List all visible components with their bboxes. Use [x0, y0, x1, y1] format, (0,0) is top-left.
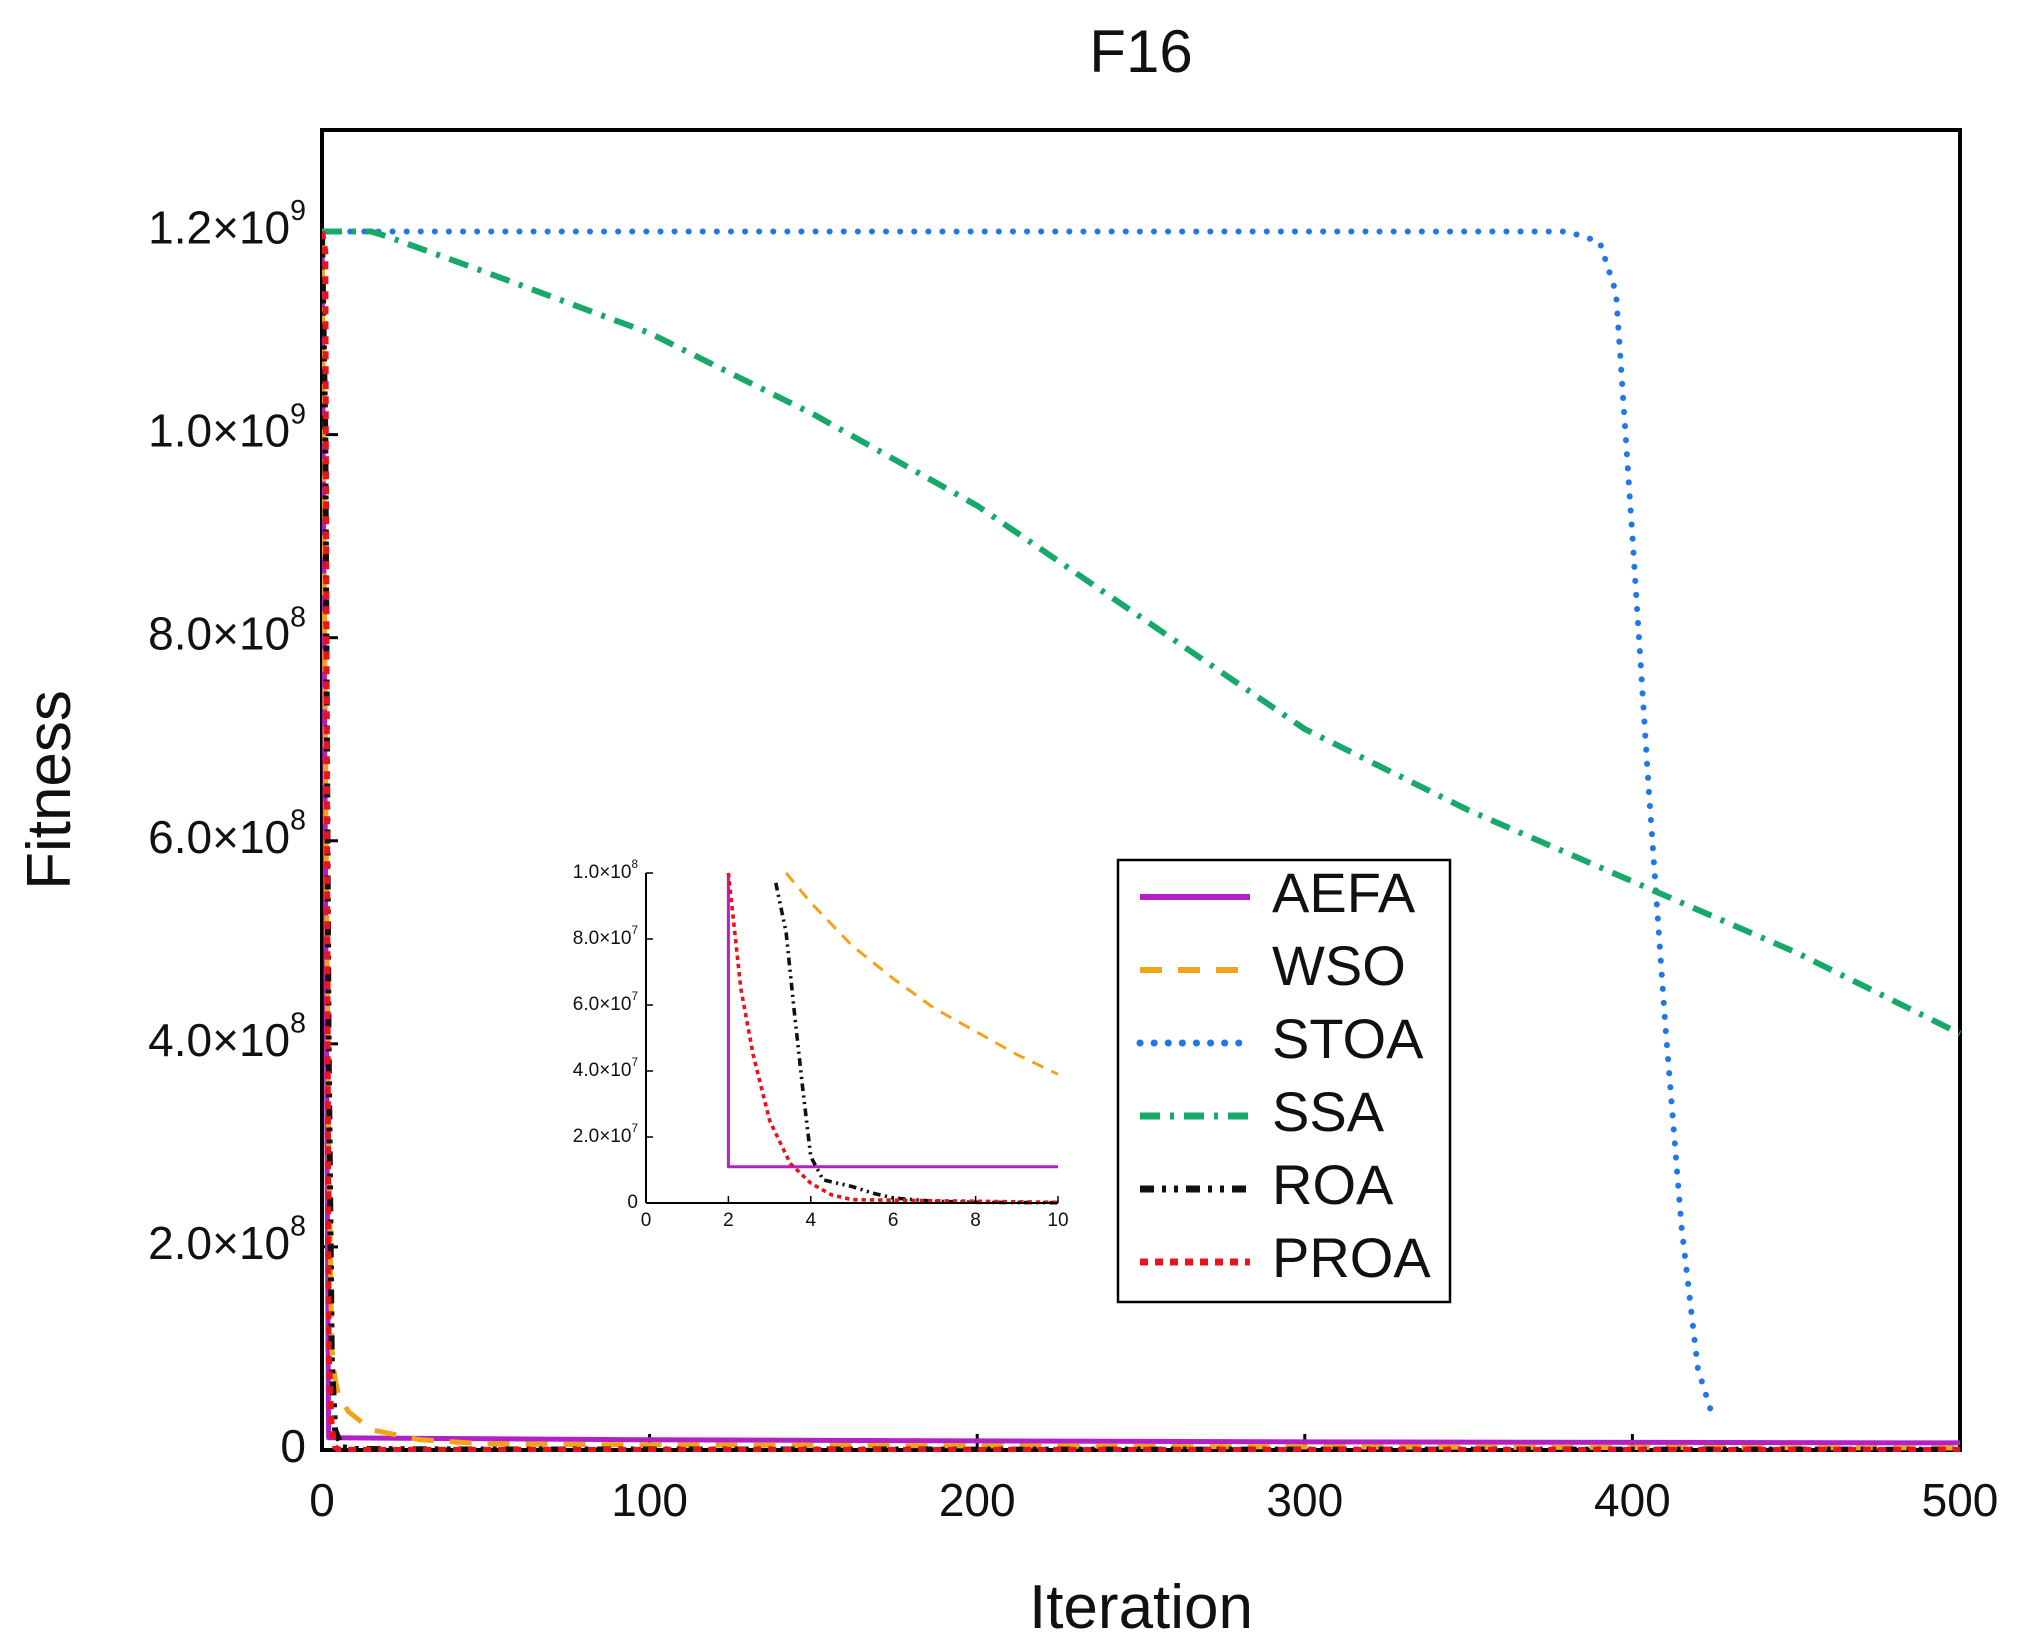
main-ytick-label: 8.0×108 [148, 601, 306, 660]
legend-label-ssa: SSA [1272, 1080, 1385, 1143]
main-xtick-label: 500 [1922, 1474, 1999, 1526]
main-series-stoa [322, 228, 1718, 1425]
chart-title: F16 [1089, 18, 1192, 85]
main-ytick-label: 1.0×109 [148, 398, 306, 457]
legend-label-roa: ROA [1272, 1153, 1394, 1216]
inset-series-roa [774, 882, 1059, 1205]
legend-label-aefa: AEFA [1272, 861, 1416, 924]
main-series-proa [322, 231, 1960, 1452]
inset-ytick-label: 4.0×107 [573, 1056, 638, 1081]
main-ytick-label: 6.0×108 [148, 804, 306, 863]
main-xtick-label: 200 [939, 1474, 1016, 1526]
main-xtick-label: 300 [1266, 1474, 1343, 1526]
inset-ytick-label: 6.0×107 [573, 990, 638, 1015]
main-x-axis: 0 100 200 300 400 500 [309, 1434, 1998, 1526]
inset-series-aefa [726, 873, 1058, 1169]
inset-xtick-label: 6 [888, 1210, 899, 1231]
legend-label-proa: PROA [1272, 1226, 1431, 1289]
inset-ytick-label: 2.0×107 [573, 1122, 638, 1147]
main-series-ssa [322, 228, 1962, 1037]
main-ytick-label: 4.0×108 [148, 1007, 306, 1066]
inset-ytick-label: 0 [627, 1192, 638, 1213]
legend-box [1116, 858, 1452, 1304]
legend-label-wso: WSO [1272, 934, 1406, 997]
main-plot-frame [320, 128, 1962, 1452]
main-xtick-label: 0 [309, 1474, 335, 1526]
main-ytick-label: 2.0×108 [148, 1210, 306, 1269]
y-axis-label: Fitness [15, 690, 84, 890]
inset-series-group [726, 872, 1059, 1205]
main-series-roa [322, 231, 1961, 1452]
inset-xtick-label: 4 [806, 1210, 817, 1231]
inset-xtick-label: 2 [723, 1210, 734, 1231]
inset-y-axis: 0 2.0×107 4.0×107 6.0×107 8.0×107 1.0×108 [573, 858, 653, 1213]
legend: AEFA WSO STOA SSA ROA PROA [1116, 858, 1452, 1304]
inset-xtick-label: 10 [1047, 1210, 1068, 1231]
main-ytick-label: 1.2×109 [148, 195, 306, 254]
inset-plot: 0 2.0×107 4.0×107 6.0×107 8.0×107 1.0×108 0 2 4… [573, 858, 1069, 1231]
inset-series-proa [726, 872, 1059, 1205]
main-series-group [322, 228, 1962, 1452]
main-xtick-label: 100 [611, 1474, 688, 1526]
legend-label-stoa: STOA [1272, 1007, 1424, 1070]
inset-series-wso [784, 872, 1059, 1076]
main-xtick-label: 400 [1594, 1474, 1671, 1526]
inset-x-axis: 0 2 4 6 8 10 [641, 1196, 1069, 1231]
main-series-wso [322, 231, 1961, 1451]
inset-xtick-label: 8 [970, 1210, 981, 1231]
x-axis-label: Iteration [1029, 1573, 1253, 1642]
inset-ytick-label: 1.0×108 [573, 858, 639, 883]
inset-ytick-label: 8.0×107 [573, 924, 638, 949]
inset-xtick-label: 0 [641, 1210, 652, 1231]
main-ytick-label: 0 [280, 1420, 306, 1472]
main-y-axis: 0 2.0×108 4.0×108 6.0×108 8.0×108 1.0×109 1.2×… [148, 195, 338, 1472]
